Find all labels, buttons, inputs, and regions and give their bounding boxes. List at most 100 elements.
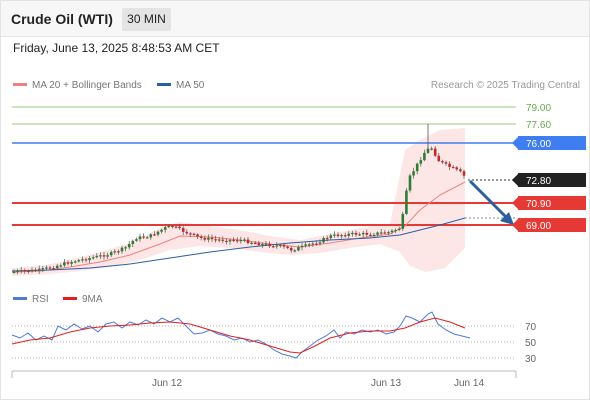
candle-body	[293, 250, 297, 252]
candle-body	[163, 227, 167, 230]
candle-body	[253, 242, 257, 245]
candle-body	[225, 240, 228, 243]
candle-body	[77, 260, 81, 262]
candle-body	[430, 148, 433, 150]
projection-arrow	[468, 179, 509, 220]
candle-body	[135, 239, 138, 241]
candle-body	[174, 226, 178, 228]
last-price-tag	[518, 173, 586, 187]
candle-body	[333, 234, 336, 236]
last-price-tag-label: 72.80	[526, 176, 551, 187]
candle-body	[369, 234, 372, 236]
candle-body	[426, 148, 430, 153]
legend-ma20: MA 20 + Bollinger Bands	[13, 80, 142, 91]
candle-body	[405, 190, 408, 214]
candle-body	[336, 234, 340, 237]
candle-body	[156, 231, 160, 235]
candle-body	[210, 237, 214, 240]
candle-body	[99, 255, 102, 257]
candle-body	[315, 243, 318, 245]
s2-tag-label: 69.00	[526, 221, 551, 232]
candle-body	[192, 233, 196, 235]
x-tick-jun14: Jun 14	[454, 378, 484, 389]
candle-body	[433, 148, 437, 156]
candle-body	[113, 251, 117, 253]
candle-body	[351, 232, 354, 235]
candle-body	[16, 270, 19, 273]
candle-body	[66, 262, 70, 264]
candle-body	[106, 255, 109, 257]
x-tick-jun12: Jun 12	[152, 378, 182, 389]
candle-body	[325, 237, 329, 240]
candle-body	[88, 258, 91, 261]
candle-body	[91, 257, 95, 259]
candle-body	[149, 234, 153, 238]
candle-body	[289, 248, 293, 251]
x-tick-jun13: Jun 13	[371, 378, 401, 389]
candle-body	[419, 160, 423, 164]
candle-body	[207, 237, 210, 240]
candle-body	[63, 262, 66, 266]
candle-body	[347, 233, 351, 236]
rsi-line	[11, 311, 471, 359]
candle-body	[228, 239, 232, 242]
candle-body	[379, 232, 383, 234]
candle-body	[279, 244, 282, 247]
candle-body	[181, 228, 185, 232]
candle-body	[235, 240, 239, 242]
candle-body	[120, 247, 124, 252]
legend-rsi-ma: 9MA	[63, 294, 103, 305]
rsi-ma-line	[11, 317, 466, 354]
candle-body	[459, 169, 462, 172]
instrument-title: Crude Oil (WTI)	[11, 11, 113, 27]
candle-body	[167, 225, 171, 228]
candle-body	[286, 246, 289, 249]
candle-body	[408, 175, 412, 191]
s1-tag-label: 70.90	[526, 199, 551, 210]
candle-body	[423, 152, 426, 161]
candle-body	[243, 239, 246, 241]
candle-body	[462, 171, 466, 176]
candle-body	[138, 236, 142, 240]
candle-body	[203, 237, 207, 240]
candle-body	[390, 230, 394, 233]
candle-body	[142, 236, 145, 238]
candle-body	[214, 239, 217, 241]
candle-body	[365, 232, 369, 235]
candle-body	[268, 243, 271, 247]
legend-ma50-label: MA 50	[176, 80, 205, 91]
candle-body	[441, 161, 444, 163]
legend-rsi-ma-label: 9MA	[82, 294, 103, 305]
candle-body	[145, 237, 149, 239]
candle-body	[246, 239, 250, 244]
candle-body	[102, 255, 106, 257]
ma20-swatch-icon	[13, 82, 27, 86]
candle-body	[160, 229, 163, 232]
legend-ma20-label: MA 20 + Bollinger Bands	[32, 80, 142, 91]
candle-body	[37, 268, 41, 271]
r1-level-label: 77.60	[526, 120, 551, 131]
candle-body	[232, 239, 235, 242]
candle-body	[307, 244, 311, 246]
candle-body	[171, 225, 174, 228]
candle-body	[451, 166, 455, 169]
candle-body	[73, 261, 77, 263]
candle-body	[23, 270, 27, 272]
candle-body	[185, 231, 189, 234]
candle-body	[45, 267, 48, 269]
candle-body	[55, 265, 59, 269]
candle-body	[199, 236, 203, 238]
candle-body	[124, 247, 127, 249]
candle-body	[322, 237, 325, 243]
candle-body	[70, 261, 73, 264]
pivot-tag-notch-icon	[512, 137, 518, 149]
candle-body	[415, 163, 419, 172]
candle-body	[394, 229, 397, 232]
research-credit: Research © 2025 Trading Central	[430, 80, 580, 91]
candle-body	[261, 243, 264, 246]
candle-body	[297, 247, 300, 251]
timeframe-badge[interactable]: 30 MIN	[122, 8, 171, 31]
candle-body	[217, 239, 221, 241]
candle-body	[358, 234, 361, 236]
candle-body	[95, 255, 99, 258]
